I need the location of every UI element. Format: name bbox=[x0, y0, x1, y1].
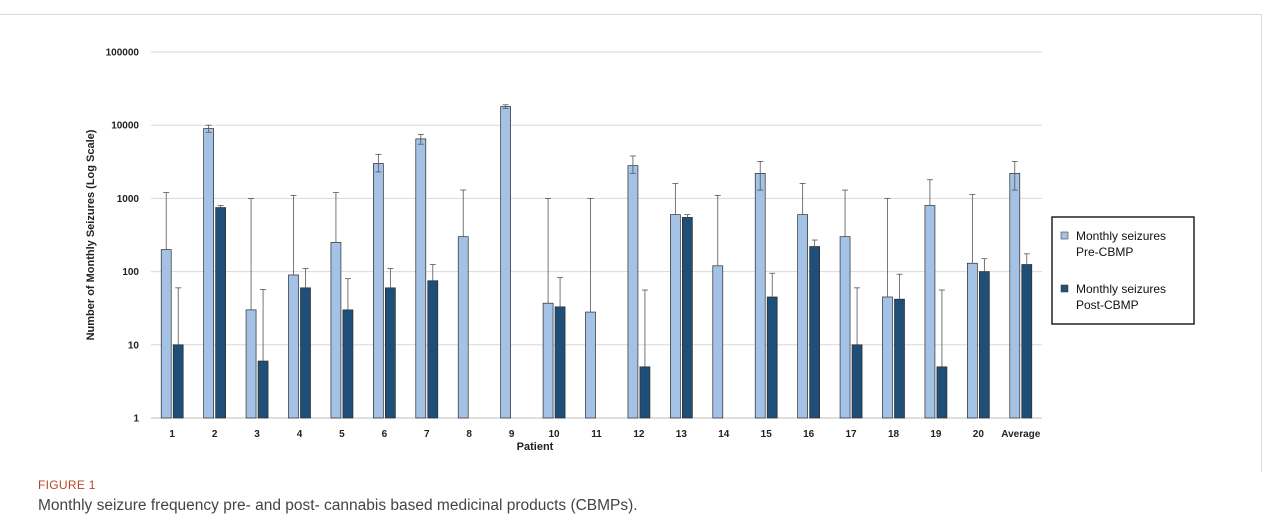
x-tick-labels: 1 2 3 4 5 6 7 8 9 10 11 12 13 14 15 16 17 18 19 20 Average bbox=[169, 429, 1040, 440]
x-axis-title: Patient bbox=[517, 441, 554, 453]
bar-post bbox=[766, 296, 778, 419]
bar-post bbox=[554, 306, 566, 419]
legend-label-pre-line1: Monthly seizures bbox=[1076, 229, 1166, 243]
x-tick-label: 5 bbox=[339, 429, 345, 440]
bar-pre bbox=[203, 128, 214, 419]
x-tick-label: 3 bbox=[254, 429, 260, 440]
bar-pre bbox=[500, 106, 511, 419]
bar-post bbox=[851, 344, 863, 419]
x-tick-label: 15 bbox=[761, 429, 773, 440]
bar-pre bbox=[415, 138, 427, 419]
x-tick-label: 14 bbox=[718, 429, 730, 440]
x-tick-label: 16 bbox=[803, 429, 815, 440]
bar-pre bbox=[839, 236, 851, 419]
x-tick-label: 2 bbox=[212, 429, 218, 440]
figure-label: FIGURE 1 bbox=[38, 478, 96, 492]
x-tick-label: 18 bbox=[888, 429, 900, 440]
bar-pre bbox=[924, 205, 936, 419]
x-tick-label: 7 bbox=[424, 429, 430, 440]
bar-pre bbox=[457, 236, 469, 419]
legend-label-pre-line2: Pre-CBMP bbox=[1076, 245, 1133, 259]
bar-pre bbox=[245, 309, 257, 419]
bar-post bbox=[682, 217, 693, 419]
x-tick-label: 11 bbox=[591, 429, 602, 440]
x-tick-label: 10 bbox=[549, 429, 561, 440]
gridlines bbox=[151, 51, 1042, 419]
legend-swatch-post bbox=[1060, 284, 1069, 293]
bar-post bbox=[257, 360, 269, 419]
bar-post bbox=[936, 366, 948, 419]
legend-swatch-pre bbox=[1060, 231, 1069, 240]
bar-post bbox=[385, 287, 396, 419]
bar-post bbox=[894, 298, 905, 419]
bar-post bbox=[809, 246, 820, 419]
x-tick-label: 19 bbox=[930, 429, 942, 440]
x-tick-label: 4 bbox=[297, 429, 303, 440]
y-tick-label: 1 bbox=[133, 414, 139, 425]
error-bars bbox=[163, 104, 1030, 367]
x-tick-label: 17 bbox=[846, 429, 858, 440]
legend-label-post-line2: Post-CBMP bbox=[1076, 298, 1139, 312]
bar-pre bbox=[754, 172, 766, 419]
bar-pre bbox=[627, 165, 639, 419]
legend-label-post-line1: Monthly seizures bbox=[1076, 282, 1166, 296]
bar-post bbox=[639, 366, 651, 419]
x-tick-label: 12 bbox=[633, 429, 645, 440]
x-tick-label: 13 bbox=[676, 429, 688, 440]
y-tick-label: 1000 bbox=[117, 194, 140, 205]
figure-frame bbox=[0, 14, 1262, 472]
bar-pre bbox=[585, 311, 596, 419]
bar-pre bbox=[967, 262, 978, 419]
y-tick-label: 100 bbox=[122, 267, 139, 278]
bar-pre bbox=[373, 163, 384, 419]
bar-pre bbox=[330, 242, 342, 419]
bar-post bbox=[427, 280, 439, 419]
bar-post bbox=[342, 309, 354, 419]
bar-post bbox=[172, 344, 184, 419]
bar-pre bbox=[670, 214, 681, 419]
y-tick-label: 10000 bbox=[111, 121, 139, 132]
x-tick-label: 20 bbox=[973, 429, 985, 440]
bar-pre bbox=[542, 302, 554, 419]
y-tick-labels: 1 10 100 1000 10000 100000 bbox=[106, 48, 140, 425]
bar-post bbox=[1021, 264, 1033, 419]
bar-pre bbox=[712, 265, 724, 419]
x-tick-label: Average bbox=[1001, 429, 1041, 440]
x-tick-label: 8 bbox=[466, 429, 472, 440]
bar-pre bbox=[882, 296, 893, 419]
figure-caption: Monthly seizure frequency pre- and post-… bbox=[38, 497, 638, 514]
x-tick-label: 9 bbox=[509, 429, 515, 440]
legend-box bbox=[1051, 216, 1195, 325]
x-tick-label: 6 bbox=[382, 429, 388, 440]
bar-post bbox=[300, 287, 311, 419]
bar-pre bbox=[797, 214, 808, 419]
y-tick-label: 100000 bbox=[106, 48, 140, 59]
legend: Monthly seizures Pre-CBMP Monthly seizur… bbox=[1051, 216, 1195, 325]
bar-post bbox=[979, 271, 990, 419]
y-tick-label: 10 bbox=[128, 340, 140, 351]
y-axis-title: Number of Monthly Seizures (Log Scale) bbox=[85, 129, 97, 340]
bar-pre bbox=[288, 274, 299, 419]
x-tick-label: 1 bbox=[169, 429, 175, 440]
bars bbox=[160, 106, 1033, 419]
bar-post bbox=[215, 207, 226, 419]
bar-pre bbox=[1009, 172, 1021, 419]
bar-pre bbox=[160, 249, 172, 419]
